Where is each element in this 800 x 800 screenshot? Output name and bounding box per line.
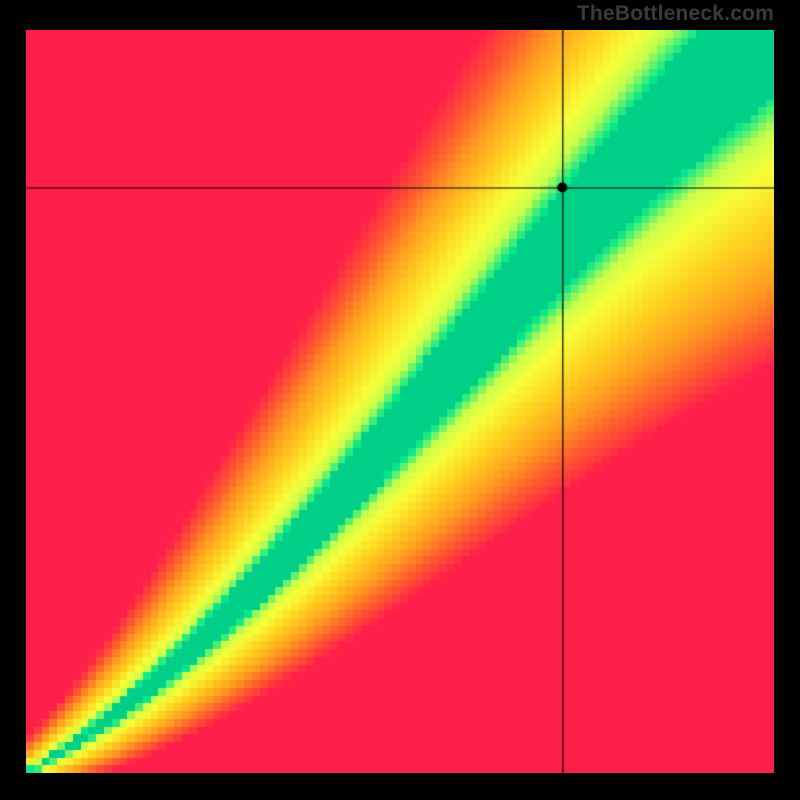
bottleneck-heatmap: [26, 30, 774, 773]
chart-container: { "attribution": { "text": "TheBottlenec…: [0, 0, 800, 800]
attribution-label: TheBottleneck.com: [577, 2, 774, 26]
